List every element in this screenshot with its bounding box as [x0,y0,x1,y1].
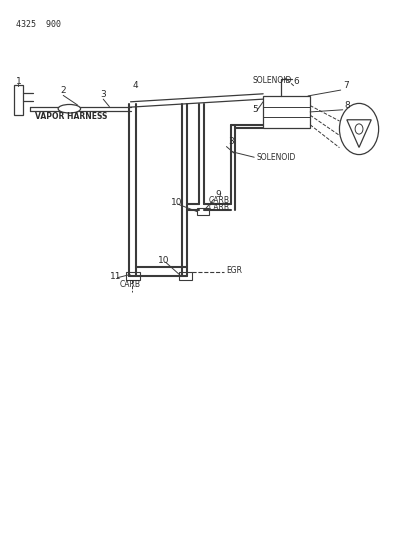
Bar [179,272,192,280]
Text: 1: 1 [16,77,21,86]
Text: CARB: CARB [209,203,230,212]
Text: 7: 7 [343,81,348,90]
Text: 8: 8 [345,101,350,110]
Text: 10: 10 [171,198,182,207]
Text: 3: 3 [228,137,234,146]
Text: 5: 5 [252,105,258,114]
Bar [14,85,23,115]
Bar [263,96,310,128]
Text: 3: 3 [100,90,106,99]
Text: SOLENOID: SOLENOID [253,76,293,85]
Text: EGR: EGR [226,266,242,276]
Text: SOLENOID: SOLENOID [256,153,296,162]
Bar [197,208,209,215]
Text: 4: 4 [133,82,139,91]
Bar [126,272,140,280]
Text: 9: 9 [215,190,221,199]
Text: CARB: CARB [119,280,140,289]
Ellipse shape [58,104,80,113]
Text: 2: 2 [60,86,66,95]
Text: 4325  900: 4325 900 [16,20,61,29]
Text: VAPOR HARNESS: VAPOR HARNESS [35,112,108,121]
Text: CARB: CARB [209,196,230,205]
Text: 10: 10 [158,256,170,265]
Text: 6: 6 [294,77,299,86]
Text: 11: 11 [110,272,122,281]
